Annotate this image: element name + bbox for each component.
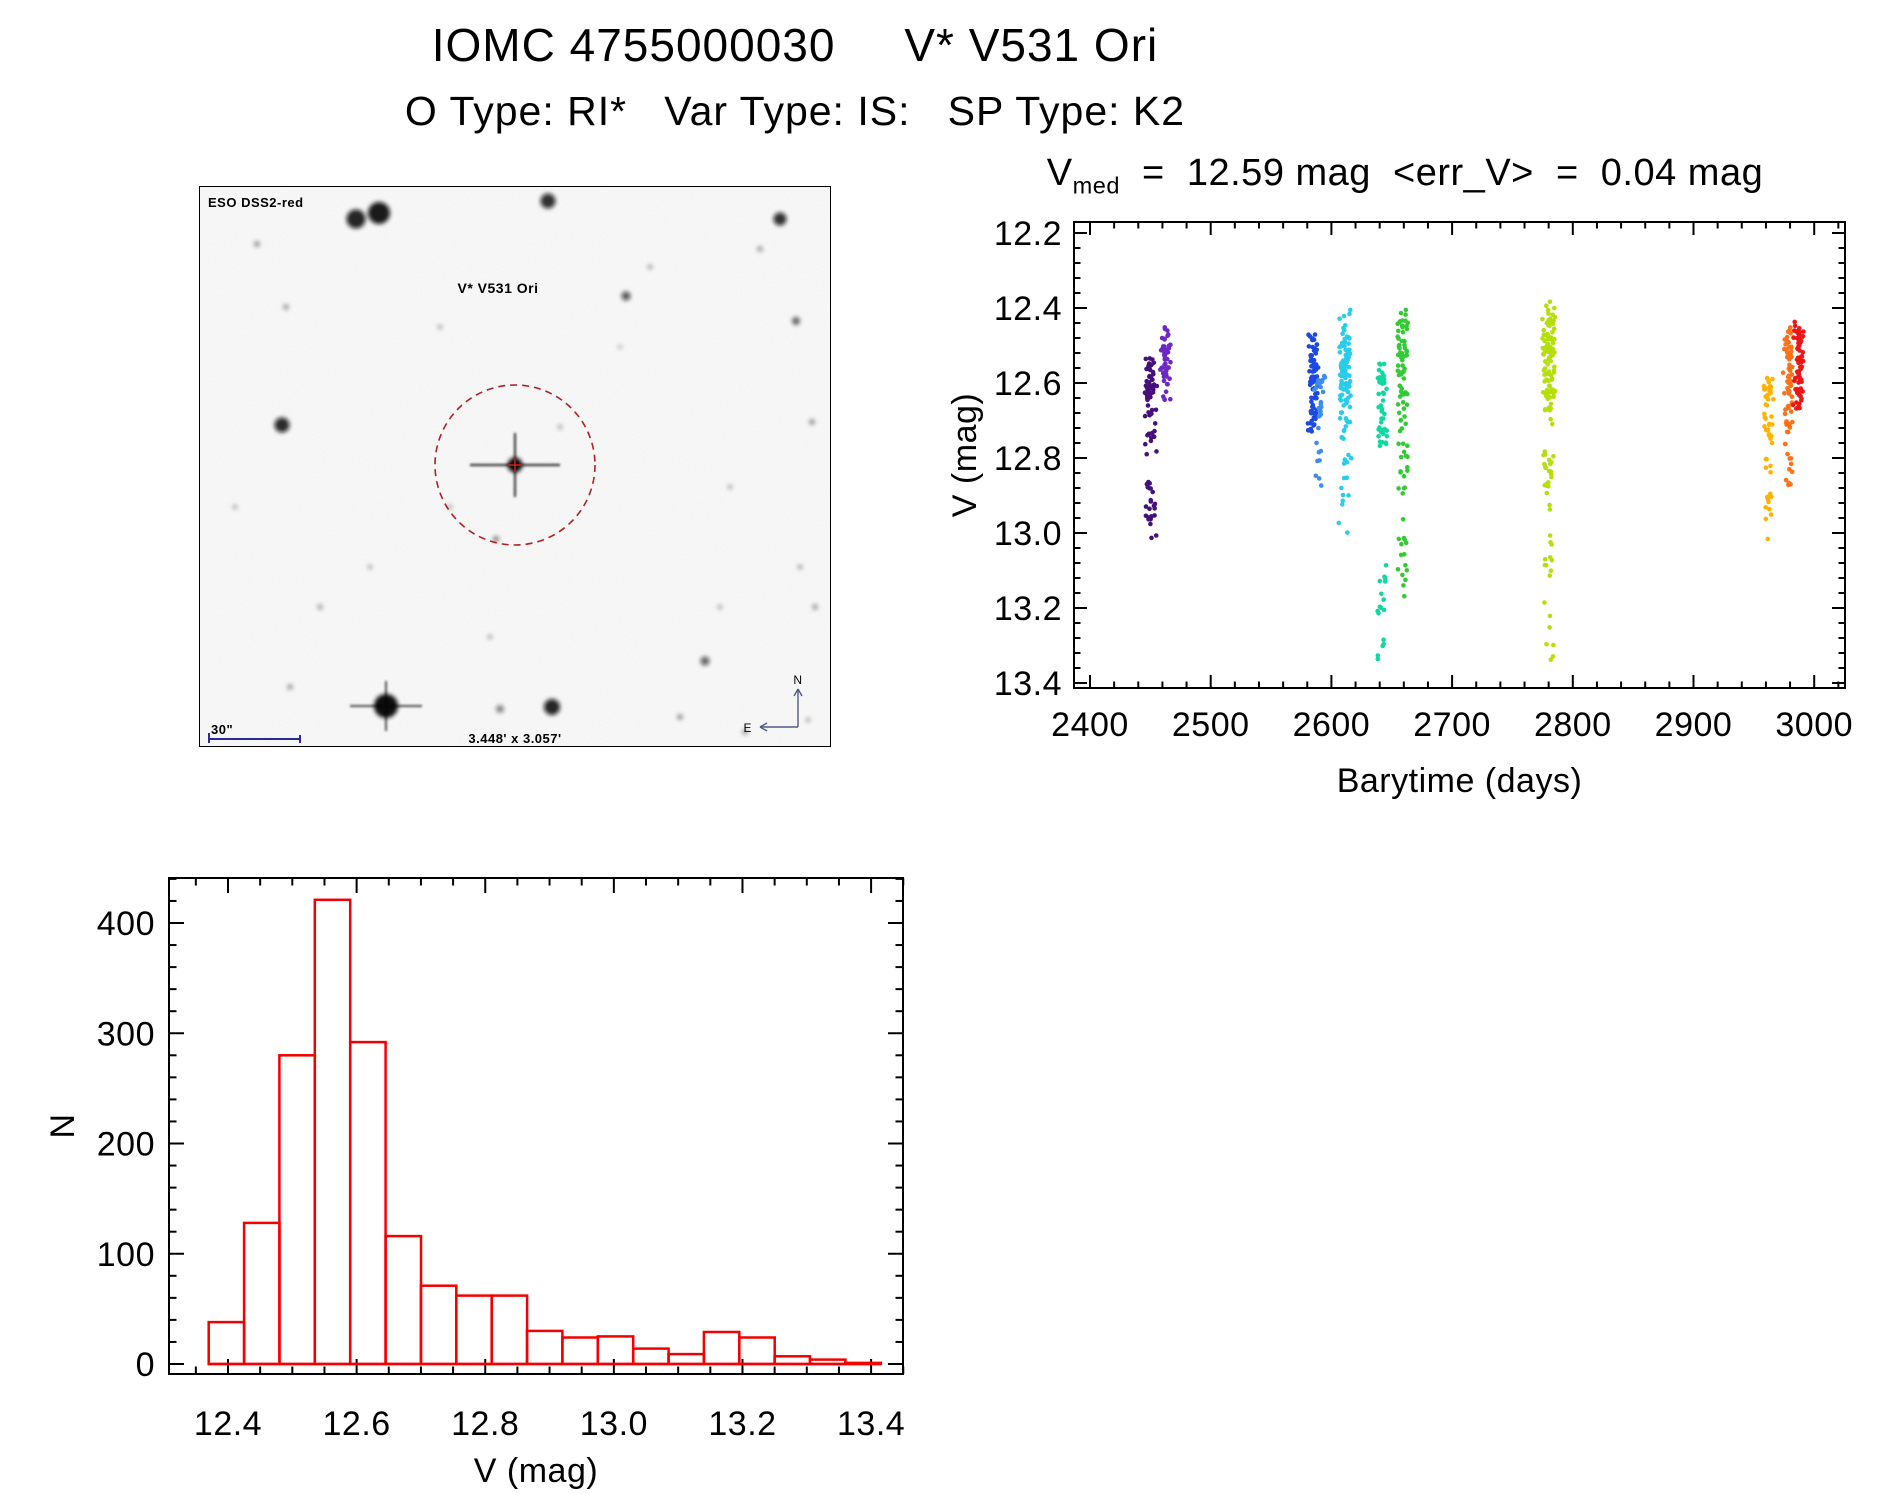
star-field — [232, 193, 818, 735]
scatter-axes — [1073, 221, 1846, 689]
svg-text:2900: 2900 — [1655, 706, 1733, 744]
svg-text:12.6: 12.6 — [323, 1405, 391, 1443]
scale-bar — [208, 733, 301, 743]
lightcurve-title: Vmed = 12.59 mag <err_V> = 0.04 mag — [950, 152, 1860, 200]
sky-image: ESO DSS2-red V* V531 Ori 30" 3.448' x 3.… — [200, 187, 830, 746]
svg-text:12.2: 12.2 — [994, 215, 1062, 253]
svg-text:0: 0 — [136, 1346, 155, 1384]
compass-east-label: E — [743, 721, 752, 735]
hist-axes — [168, 877, 904, 1375]
svg-text:13.0: 13.0 — [580, 1405, 648, 1443]
scatter-data-points — [1142, 299, 1806, 662]
svg-text:2500: 2500 — [1172, 706, 1250, 744]
svg-text:Barytime (days): Barytime (days) — [1337, 762, 1583, 800]
svg-text:2400: 2400 — [1051, 706, 1129, 744]
scatter-y-ticks — [1074, 232, 1845, 684]
svg-text:400: 400 — [97, 905, 155, 943]
lightcurve-title-rest: = 12.59 mag <err_V> = 0.04 mag — [1119, 152, 1764, 194]
lightcurve-title-sub: med — [1072, 172, 1120, 199]
survey-label: ESO DSS2-red — [208, 195, 304, 210]
svg-text:12.8: 12.8 — [451, 1405, 519, 1443]
svg-text:V (mag): V (mag) — [950, 393, 984, 517]
target-name-label: V* V531 Ori — [458, 280, 539, 296]
svg-text:200: 200 — [97, 1126, 155, 1164]
hist-y-ticks — [169, 877, 903, 1365]
lightcurve-plot: 2400 2500 2600 2700 2800 2900 3000 12.2 12.4 12.6… — [946, 140, 1870, 825]
svg-text:12.4: 12.4 — [194, 1405, 262, 1443]
scatter-axis-labels: 2400 2500 2600 2700 2800 2900 3000 12.2 12.4 12.6… — [946, 215, 1853, 800]
svg-text:13.4: 13.4 — [837, 1405, 905, 1443]
fov-size-label: 3.448' x 3.057' — [468, 731, 561, 746]
svg-text:12.8: 12.8 — [994, 440, 1062, 478]
page-title: IOMC 4755000030 V* V531 Ori — [431, 19, 1159, 71]
svg-text:13.2: 13.2 — [708, 1405, 776, 1443]
svg-text:12.6: 12.6 — [994, 365, 1062, 403]
svg-text:2600: 2600 — [1293, 706, 1371, 744]
svg-text:13.4: 13.4 — [994, 665, 1062, 703]
svg-text:12.4: 12.4 — [994, 290, 1062, 328]
svg-text:V (mag): V (mag) — [474, 1452, 598, 1490]
page-subtitle: O Type: RI* Var Type: IS: SP Type: K2 — [404, 88, 1186, 134]
compass-icon — [759, 688, 803, 732]
magnitude-histogram: 12.4 12.6 12.8 13.0 13.2 13.4 0 100 200 300 400 V (… — [40, 860, 920, 1494]
svg-text:2800: 2800 — [1534, 706, 1612, 744]
svg-text:13.2: 13.2 — [994, 590, 1062, 628]
svg-text:300: 300 — [97, 1015, 155, 1053]
lightcurve-title-v: V — [1046, 152, 1073, 194]
svg-text:2700: 2700 — [1413, 706, 1491, 744]
svg-text:N: N — [44, 1113, 82, 1138]
svg-text:3000: 3000 — [1775, 706, 1853, 744]
scatter-x-ticks — [1089, 222, 1840, 688]
hist-bars — [207, 898, 883, 1366]
finding-chart: ESO DSS2-red V* V531 Ori 30" 3.448' x 3.… — [199, 186, 831, 747]
hist-axis-labels: 12.4 12.6 12.8 13.0 13.2 13.4 0 100 200 300 400 V (… — [44, 905, 905, 1490]
hist-x-ticks — [194, 878, 905, 1374]
compass-north-label: N — [793, 673, 802, 687]
scale-bar-label: 30" — [211, 722, 233, 737]
target-circle-marker — [434, 384, 596, 546]
svg-text:100: 100 — [97, 1236, 155, 1274]
svg-text:13.0: 13.0 — [994, 515, 1062, 553]
